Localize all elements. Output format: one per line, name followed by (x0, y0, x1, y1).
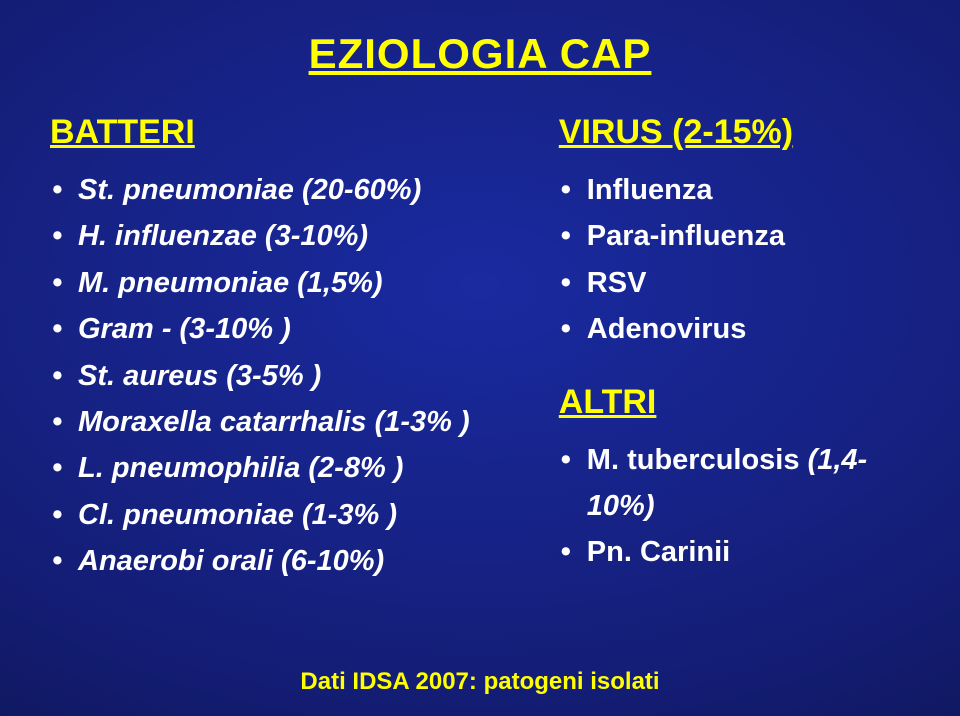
altri-item: M. tuberculosis (1,4-10%) (559, 437, 920, 530)
virus-item: RSV (559, 260, 920, 306)
batteri-item: Anaerobi orali (6-10%) (50, 538, 549, 584)
batteri-item: Gram - (3-10% ) (50, 306, 549, 352)
batteri-list: St. pneumoniae (20-60%)H. influenzae (3-… (50, 167, 549, 585)
altri-item: Pn. Carinii (559, 529, 920, 575)
batteri-item: Cl. pneumoniae (1-3% ) (50, 492, 549, 538)
virus-item: Adenovirus (559, 306, 920, 352)
batteri-item: M. pneumoniae (1,5%) (50, 260, 549, 306)
left-column: BATTERI St. pneumoniae (20-60%)H. influe… (50, 113, 559, 658)
slide: EZIOLOGIA CAP BATTERI St. pneumoniae (20… (0, 0, 960, 716)
virus-item: Para-influenza (559, 213, 920, 259)
batteri-item: St. pneumoniae (20-60%) (50, 167, 549, 213)
heading-altri: ALTRI (559, 383, 920, 422)
altri-list: M. tuberculosis (1,4-10%)Pn. Carinii (559, 437, 920, 576)
virus-list: InfluenzaPara-influenzaRSVAdenovirus (559, 167, 920, 353)
batteri-item: St. aureus (3-5% ) (50, 353, 549, 399)
heading-batteri: BATTERI (50, 113, 549, 152)
heading-virus: VIRUS (2-15%) (559, 113, 920, 152)
batteri-item: Moraxella catarrhalis (1-3% ) (50, 399, 549, 445)
slide-title: EZIOLOGIA CAP (50, 30, 910, 78)
content-columns: BATTERI St. pneumoniae (20-60%)H. influe… (50, 113, 910, 658)
batteri-item: H. influenzae (3-10%) (50, 213, 549, 259)
right-column: VIRUS (2-15%) InfluenzaPara-influenzaRSV… (559, 113, 920, 658)
batteri-item: L. pneumophilia (2-8% ) (50, 445, 549, 491)
footer-note: Dati IDSA 2007: patogeni isolati (50, 668, 910, 696)
virus-item: Influenza (559, 167, 920, 213)
